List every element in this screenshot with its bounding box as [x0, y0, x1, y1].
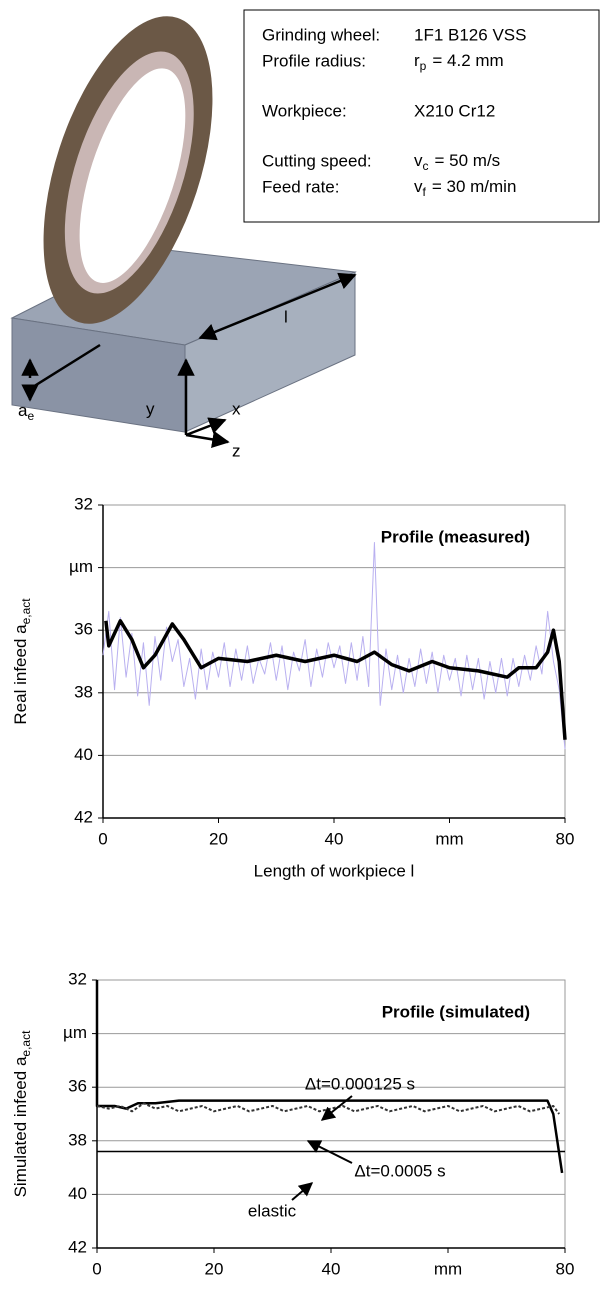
x-tick-label: 40 — [322, 1259, 341, 1278]
y-tick-label: 36 — [74, 620, 93, 639]
axis-label: x — [232, 399, 241, 418]
y-tick-label: 40 — [74, 745, 93, 764]
y-tick-label: µm — [63, 1023, 87, 1042]
x-tick-label: 80 — [556, 1259, 575, 1278]
param-rest: = 4.2 mm — [432, 51, 503, 70]
y-axis-label-main: Simulated infeed a — [11, 1056, 30, 1197]
y-tick-label: 42 — [74, 807, 93, 826]
param-label: Cutting speed: — [262, 151, 372, 170]
data-line — [97, 1103, 559, 1114]
series-label: elastic — [248, 1201, 297, 1220]
x-tick-label: 20 — [209, 829, 228, 848]
param-sub: p — [420, 59, 427, 73]
y-axis-label: Simulated infeed ae,act — [11, 1030, 33, 1198]
chart-title: Profile (simulated) — [382, 1002, 530, 1021]
axis-label: y — [146, 399, 155, 418]
page: ae l x y z Grinding wheel:1F1 B126 VSSPr… — [0, 0, 605, 1298]
y-tick-label: 32 — [74, 494, 93, 513]
param-rest: = 30 m/min — [432, 177, 517, 196]
y-tick-label: 38 — [68, 1130, 87, 1149]
param-label: Profile radius: — [262, 51, 366, 70]
chart-title: Profile (measured) — [381, 527, 530, 546]
axis-label: l — [284, 307, 288, 326]
y-tick-label: 36 — [68, 1077, 87, 1096]
y-tick-label: 40 — [68, 1184, 87, 1203]
label-sub: e — [27, 409, 34, 423]
data-line — [103, 543, 565, 750]
series-label: Δt=0.0005 s — [354, 1161, 445, 1180]
axis-label: z — [232, 441, 241, 460]
x-tick-label: 40 — [325, 829, 344, 848]
data-line — [106, 621, 565, 740]
x-tick-label: 80 — [556, 829, 575, 848]
param-value: X210 Cr12 — [414, 101, 495, 120]
y-tick-label: µm — [69, 557, 93, 576]
y-axis-label-sub: e,act — [19, 1030, 33, 1057]
param-value: 1F1 B126 VSS — [414, 25, 526, 44]
x-tick-label: mm — [434, 1259, 462, 1278]
y-axis-label-sub: e,act — [19, 598, 33, 625]
series-label: Δt=0.000125 s — [305, 1074, 415, 1093]
annotation-arrow — [292, 1183, 312, 1200]
param-sub: c — [423, 159, 429, 173]
x-tick-label: 0 — [98, 829, 107, 848]
x-axis-label: Length of workpiece l — [254, 861, 415, 880]
param-label: Workpiece: — [262, 101, 347, 120]
x-tick-label: 20 — [205, 1259, 224, 1278]
y-tick-label: 38 — [74, 682, 93, 701]
param-rest: = 50 m/s — [435, 151, 501, 170]
x-tick-label: mm — [435, 829, 463, 848]
figure: ae l x y z Grinding wheel:1F1 B126 VSSPr… — [0, 0, 605, 1298]
param-label: Feed rate: — [262, 177, 340, 196]
y-axis-label-main: Real infeed a — [11, 624, 30, 725]
y-tick-label: 42 — [68, 1237, 87, 1256]
y-tick-label: 32 — [68, 969, 87, 988]
x-tick-label: 0 — [92, 1259, 101, 1278]
param-label: Grinding wheel: — [262, 25, 380, 44]
y-axis-label: Real infeed ae,act — [11, 598, 33, 725]
